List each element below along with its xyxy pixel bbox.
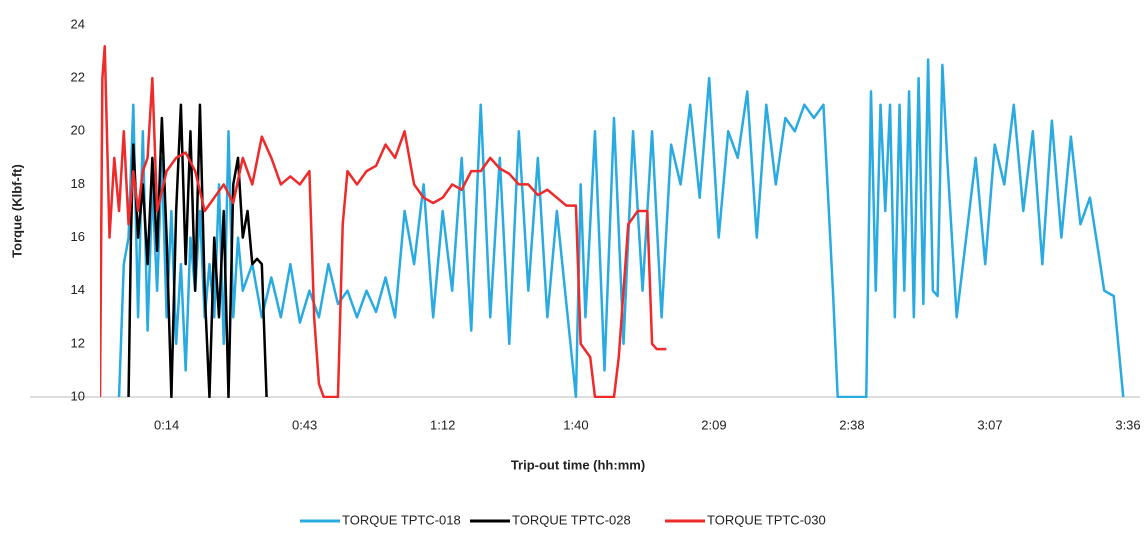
y-tick-label: 16 (71, 229, 85, 244)
y-tick-label: 20 (71, 123, 85, 138)
y-tick-label: 12 (71, 335, 85, 350)
legend-label: TORQUE TPTC-028 (512, 512, 631, 527)
x-tick-label: 1:40 (563, 417, 588, 432)
y-tick-label: 14 (71, 282, 85, 297)
legend-label: TORQUE TPTC-030 (707, 512, 826, 527)
x-tick-label: 0:43 (292, 417, 317, 432)
series-line (127, 103, 268, 398)
series-line (100, 45, 667, 398)
y-tick-label: 18 (71, 176, 85, 191)
x-axis-title: Trip-out time (hh:mm) (511, 457, 645, 472)
y-tick-label: 24 (71, 16, 85, 31)
x-tick-label: 2:38 (839, 417, 864, 432)
y-tick-label: 22 (71, 70, 85, 85)
x-tick-label: 1:12 (430, 417, 455, 432)
y-axis-title: Torque (Klbf-ft) (9, 164, 24, 258)
x-tick-label: 2:09 (701, 417, 726, 432)
series-line (117, 58, 1125, 398)
x-tick-label: 3:36 (1115, 417, 1140, 432)
x-tick-label: 0:14 (154, 417, 179, 432)
y-tick-label: 10 (71, 388, 85, 403)
legend-label: TORQUE TPTC-018 (342, 512, 461, 527)
x-tick-label: 3:07 (977, 417, 1002, 432)
